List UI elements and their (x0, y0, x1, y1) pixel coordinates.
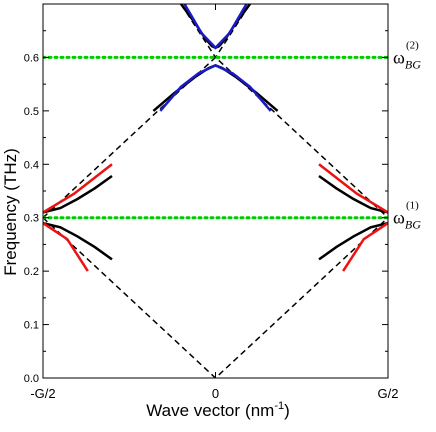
y-tick-label-1: 0.1 (24, 320, 39, 332)
annotation-symbol: ω (393, 208, 405, 228)
y-tick-label-6: 0.6 (24, 52, 39, 64)
series-solid-12 (342, 222, 388, 272)
series-solid-14 (318, 163, 388, 214)
series-solid-13 (43, 163, 113, 214)
series-solid-11 (43, 222, 89, 272)
series-dashed-1 (43, 56, 388, 219)
x-axis-unit-sup: -1 (274, 400, 284, 412)
y-tick-label-4: 0.4 (24, 159, 39, 171)
annotation-layer: ωBG(2)ωBG(1) (393, 39, 421, 231)
series-solid-16 (183, 4, 248, 50)
x-axis-unit-open: (nm (245, 401, 274, 420)
y-tick-label-3: 0.3 (24, 213, 39, 225)
annotation-sup-1: (1) (406, 200, 419, 212)
annotation-sup-0: (2) (406, 39, 419, 51)
x-tick-label-2: G/2 (378, 386, 399, 401)
series-layer (43, 4, 388, 378)
y-tick-label-0: 0.0 (24, 373, 39, 385)
annotation-sub: BG (405, 57, 421, 71)
x-tick-label-0: -G/2 (30, 386, 55, 401)
plot-frame (42, 3, 389, 379)
series-solid-7 (43, 174, 113, 214)
series-solid-5 (43, 221, 113, 261)
series-solid-8 (318, 174, 388, 214)
y-axis-title: Frequency (THz) (1, 148, 20, 276)
x-axis-unit-close: ) (284, 401, 290, 420)
annotation-sub: BG (405, 218, 421, 232)
series-solid-15 (159, 64, 272, 112)
annotation-omega-bg-0: ωBG (393, 47, 421, 71)
y-tick-label-2: 0.2 (24, 266, 39, 278)
series-dashed-0 (43, 217, 388, 378)
series-solid-9 (152, 64, 279, 112)
x-axis-title: Wave vector (nm-1) (146, 400, 290, 420)
annotation-symbol: ω (393, 47, 405, 67)
x-axis-label: Wave vector (146, 401, 240, 420)
x-tick-label-1: 0 (212, 386, 219, 401)
annotation-omega-bg-1: ωBG (393, 208, 421, 232)
ticks-layer: 0.0 0.1 0.2 0.3 0.4 0.5 0.6 -G/2 0 G/2 (24, 4, 399, 401)
y-tick-label-5: 0.5 (24, 106, 39, 118)
series-solid-6 (318, 221, 388, 261)
series-solid-10 (179, 4, 252, 50)
